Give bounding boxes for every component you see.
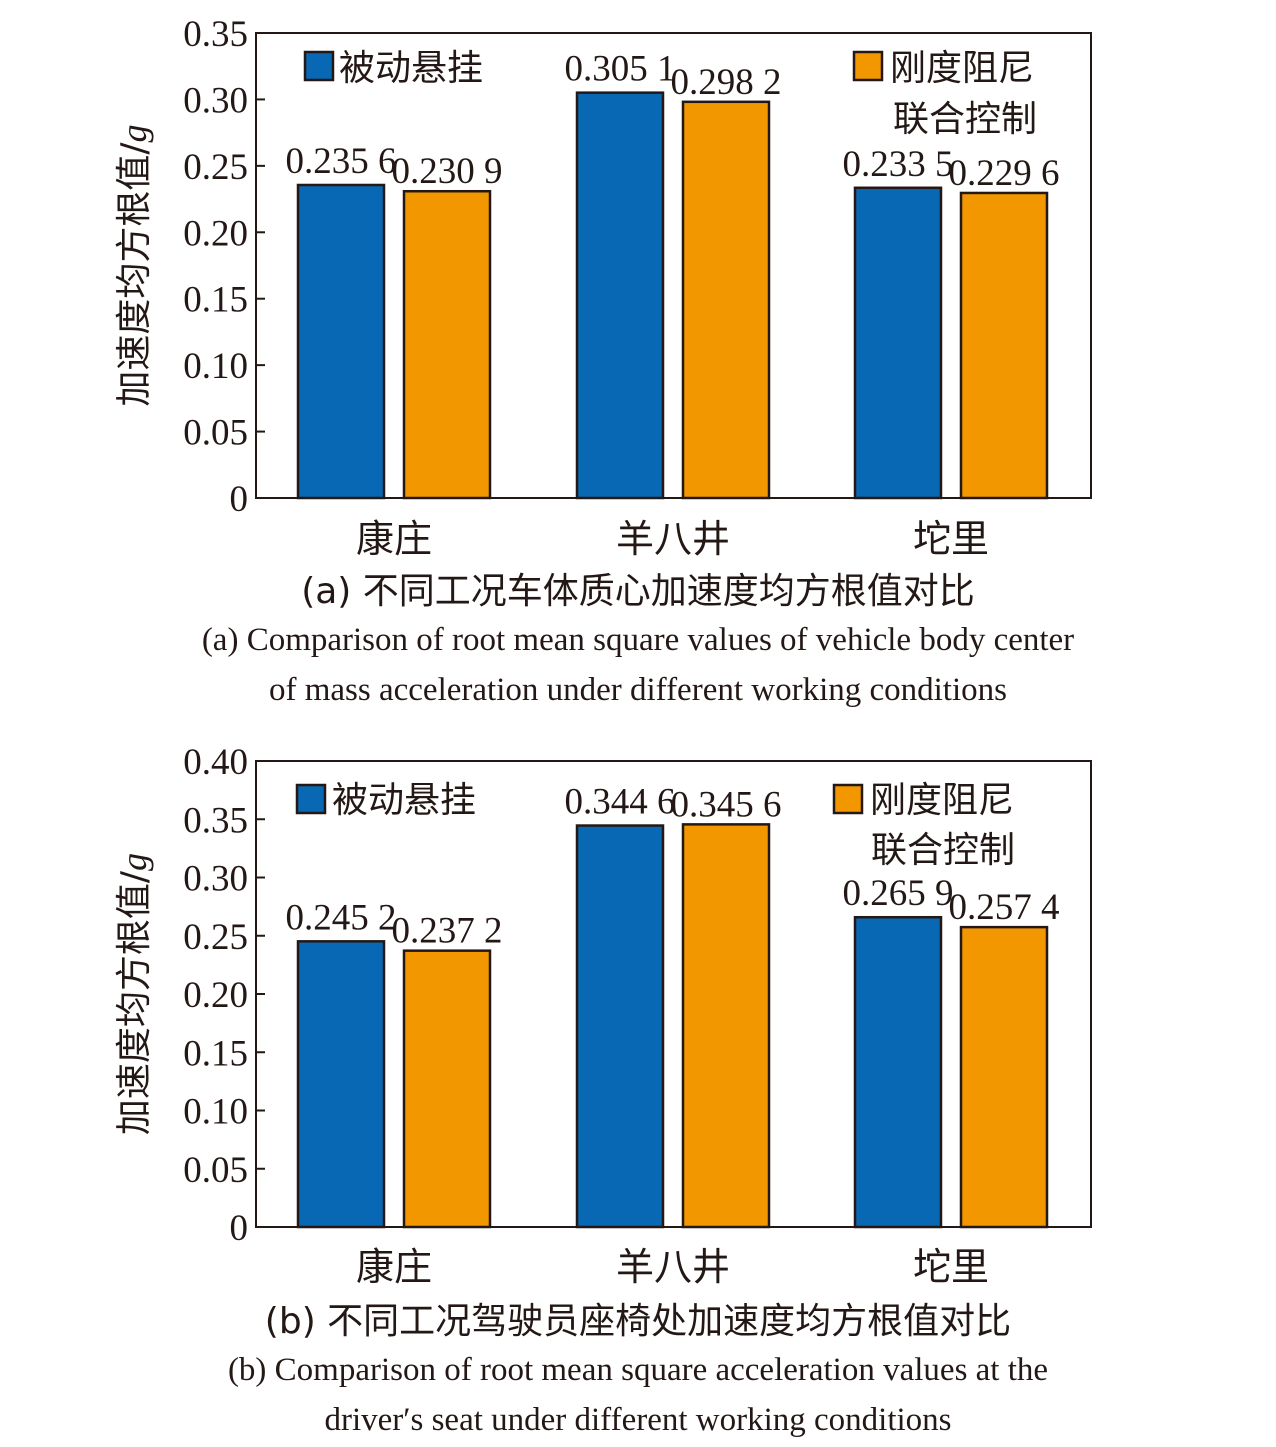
y-tick-label: 0.15 — [183, 1033, 248, 1074]
data-label: 0.233 5 — [843, 144, 954, 185]
legend-label: 刚度阻尼 — [870, 780, 1014, 821]
bar-passive-2 — [853, 186, 943, 500]
bar-controlled-0 — [402, 949, 492, 1229]
x-category-label: 康庄 — [356, 1245, 432, 1289]
y-tick-label: 0.15 — [183, 280, 248, 321]
legend-swatch-passive — [295, 783, 327, 815]
legend-swatch-controlled — [852, 50, 884, 82]
data-label: 0.235 6 — [286, 141, 397, 182]
caption-en-line: driver′s seat under different working co… — [324, 1402, 951, 1438]
y-axis-label-text: 加速度均方根值/ — [114, 870, 155, 1135]
y-tick-label: 0 — [230, 1208, 249, 1249]
plot-frame — [255, 32, 1092, 499]
x-category-label: 羊八井 — [616, 517, 730, 561]
y-axis-label-unit: g — [114, 124, 154, 142]
y-tick-label: 0 — [230, 479, 249, 520]
bar-controlled-0 — [402, 189, 492, 500]
data-label: 0.305 1 — [565, 49, 676, 90]
y-tick-label: 0.25 — [183, 147, 248, 188]
x-category-label: 坨里 — [913, 517, 989, 561]
x-category-label: 康庄 — [356, 517, 432, 561]
y-axis-label: 加速度均方根值/g — [114, 124, 155, 406]
y-axis-label: 加速度均方根值/g — [114, 853, 155, 1135]
data-label: 0.265 9 — [843, 873, 954, 914]
y-tick-label: 0.35 — [183, 800, 248, 841]
caption-cn: (b) 不同工况驾驶员座椅处加速度均方根值对比 — [265, 1301, 1011, 1342]
bar-controlled-1 — [681, 100, 771, 500]
y-tick-label: 0.30 — [183, 859, 248, 900]
y-tick-label: 0.35 — [183, 14, 248, 55]
data-label: 0.230 9 — [392, 151, 503, 192]
x-category-label: 坨里 — [913, 1245, 989, 1289]
bar-passive-0 — [296, 183, 386, 500]
y-tick-label: 0.10 — [183, 1092, 248, 1133]
y-tick-label: 0.05 — [183, 1150, 248, 1191]
y-tick-label: 0.20 — [183, 213, 248, 254]
caption-cn: (a) 不同工况车体质心加速度均方根值对比 — [301, 571, 975, 612]
data-label: 0.345 6 — [671, 784, 782, 825]
caption-en-line: (a) Comparison of root mean square value… — [202, 622, 1074, 658]
data-label: 0.298 2 — [671, 62, 782, 103]
legend-label-line2: 联合控制 — [871, 830, 1015, 871]
x-category-label: 羊八井 — [616, 1245, 730, 1289]
bar-controlled-2 — [959, 191, 1049, 500]
legend-label: 刚度阻尼 — [890, 48, 1034, 89]
legend-label: 被动悬挂 — [332, 780, 476, 821]
legend-swatch-controlled — [832, 783, 864, 815]
y-tick-label: 0.20 — [183, 975, 248, 1016]
data-label: 0.237 2 — [392, 911, 503, 952]
data-label: 0.344 6 — [565, 782, 676, 823]
data-label: 0.257 4 — [949, 887, 1060, 928]
bar-passive-2 — [853, 915, 943, 1229]
caption-en-line: (b) Comparison of root mean square accel… — [228, 1352, 1048, 1388]
y-axis-label-unit: g — [114, 853, 154, 871]
y-tick-label: 0.40 — [183, 742, 248, 783]
data-label: 0.229 6 — [949, 153, 1060, 194]
bar-passive-1 — [575, 91, 665, 500]
y-tick-label: 0.05 — [183, 413, 248, 454]
caption-en-line: of mass acceleration under different wor… — [269, 672, 1007, 708]
legend-label: 被动悬挂 — [339, 48, 483, 89]
bar-passive-1 — [575, 824, 665, 1229]
y-tick-label: 0.25 — [183, 917, 248, 958]
chart-panel-a: 0 0.05 0.10 0.15 0.20 0.25 0.30 0.35 加速度均方根值/g 0.… — [114, 14, 1092, 708]
legend-label-line2: 联合控制 — [893, 99, 1037, 140]
y-tick-label: 0.30 — [183, 80, 248, 121]
bar-passive-0 — [296, 940, 386, 1229]
bar-controlled-2 — [959, 925, 1049, 1229]
y-axis-label-text: 加速度均方根值/ — [114, 142, 155, 407]
legend-swatch-passive — [303, 50, 335, 82]
bar-controlled-1 — [681, 823, 771, 1229]
data-label: 0.245 2 — [286, 897, 397, 938]
y-tick-label: 0.10 — [183, 346, 248, 387]
chart-panel-b: 0 0.05 0.10 0.15 0.20 0.25 0.30 0.35 0.40 加速度均方根值… — [114, 742, 1092, 1438]
